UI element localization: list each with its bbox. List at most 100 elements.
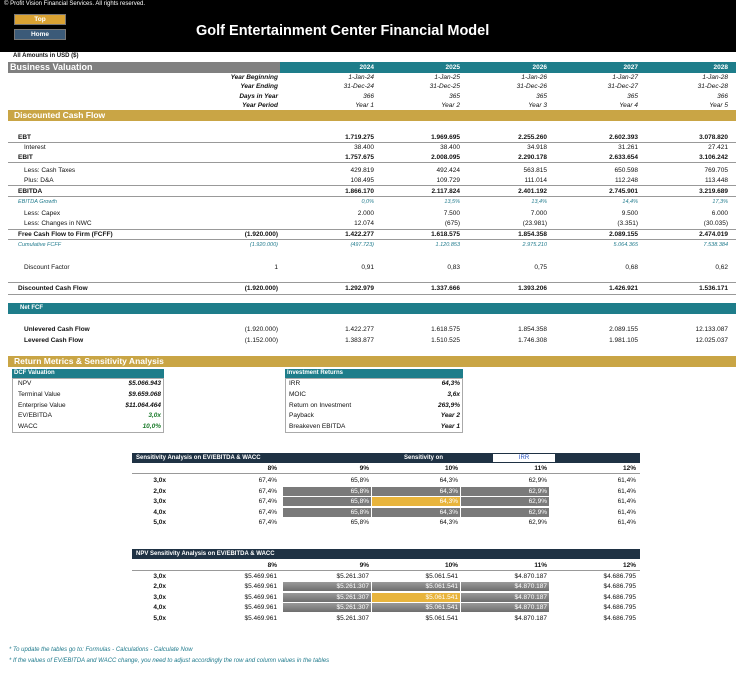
sensitivity-selector[interactable]: IRR (493, 454, 555, 462)
dcf-cell: 3.106.242 (699, 154, 728, 161)
dcf-initial-cell: (1.920.000) (249, 242, 278, 248)
dcf-cell: 0,91 (361, 264, 374, 271)
valuation-cell: 366 (717, 92, 728, 100)
net-fcf-row-label: Levered Cash Flow (24, 337, 84, 344)
divider-line (8, 196, 736, 197)
dcf-cell: 1.618.575 (431, 231, 460, 238)
sensitivity-row-header: 2,0x (153, 583, 166, 591)
sensitivity-col-header: 10% (444, 562, 458, 569)
dcf-cell: 0,75 (534, 264, 547, 271)
years-header-bar (280, 62, 736, 73)
dcf-cell: 1.969.695 (431, 134, 460, 141)
sensitivity-cell: $5.469.961 (244, 614, 277, 622)
dcf-cell: 769.705 (704, 167, 729, 174)
investment-metric-value: Year 1 (440, 423, 460, 431)
sensitivity-cell: $5.469.961 (244, 573, 277, 580)
valuation-row-label: Year Beginning (230, 74, 278, 81)
sensitivity-cell: 64,3% (372, 497, 460, 507)
sensitivity-cell: 64,3% (372, 486, 460, 496)
sensitivity-cell: $5.061.541 (425, 614, 458, 622)
dcf-initial-cell: (1.920.000) (244, 285, 278, 292)
sensitivity-cell: 65,8% (283, 497, 371, 507)
valuation-cell: 31-Dec-28 (697, 83, 728, 91)
valuation-cell: 31-Dec-26 (516, 83, 547, 91)
sensitivity-cell: $4.686.795 (603, 614, 636, 622)
dcf-cell: 2.401.192 (518, 188, 547, 195)
dcf-cell: 6.000 (711, 210, 728, 217)
dcf-cell: 2.290.178 (518, 154, 547, 161)
sensitivity-cell: 62,9% (461, 486, 549, 496)
currency-note: All Amounts in USD ($) (13, 53, 79, 59)
sensitivity-cell: $5.061.541 (372, 592, 460, 602)
top-button[interactable]: Top (14, 14, 66, 25)
dcf-cell: 7.538.384 (703, 242, 728, 248)
sensitivity-header-line (132, 473, 640, 474)
sensitivity-cell: 61,4% (617, 508, 636, 516)
sensitivity-cell: 62,9% (461, 497, 549, 507)
dcf-initial-cell: (1.920.000) (244, 231, 278, 238)
dcf-cell: 34.918 (527, 144, 547, 151)
sensitivity-on-label: Sensitivity on (404, 455, 444, 461)
valuation-row-label: Days in Year (239, 92, 278, 100)
dcf-cell: 109.729 (436, 177, 461, 184)
sensitivity-irr-header: Sensitivity Analysis on EV/EBITDA & WACC… (132, 453, 640, 463)
dcf-cell: 563.815 (523, 167, 548, 174)
valuation-cell: 31-Dec-27 (607, 83, 638, 91)
dcf-cell: 7.500 (443, 210, 460, 217)
divider-line (8, 294, 736, 295)
dcf-cell: 0,68 (625, 264, 638, 271)
sensitivity-row-header: 3,0x (153, 573, 166, 580)
net-fcf-cell: 1.618.575 (431, 326, 460, 333)
investment-metric-value: 263,9% (437, 401, 460, 409)
dcf-cell: 2.000 (357, 210, 374, 217)
dcf-section-header: Discounted Cash Flow (8, 110, 736, 121)
dcf-cell: 2.745.901 (609, 188, 638, 195)
dcf-cell: 17,3% (712, 199, 728, 205)
valuation-cell: 1-Jan-24 (348, 74, 374, 81)
sensitivity-cell: $4.870.187 (461, 582, 549, 592)
dcf-cell: 1.854.358 (518, 231, 547, 238)
footer-note-2: * If the values of EV/EBITDA and WACC ch… (9, 658, 330, 664)
divider-line (8, 185, 736, 186)
sensitivity-cell: 67,4% (258, 498, 277, 506)
dcf-cell: 3.219.689 (699, 188, 728, 195)
sensitivity-cell: 61,4% (617, 519, 636, 527)
valuation-cell: 365 (536, 92, 547, 100)
dcf-cell: 0,0% (361, 199, 374, 205)
valuation-cell: 365 (449, 92, 460, 100)
dcf-cell: 2.975.210 (522, 242, 547, 248)
dcf-cell: 1.426.921 (609, 285, 638, 292)
year-header: 2027 (623, 64, 638, 71)
valuation-cell: 365 (627, 92, 638, 100)
valuation-cell: 1-Jan-25 (434, 74, 460, 81)
dcf-cell: 429.819 (350, 167, 375, 174)
dcf-row-label: Less: Capex (24, 210, 61, 217)
net-fcf-initial-cell: (1.920.000) (244, 326, 278, 333)
home-button[interactable]: Home (14, 29, 66, 40)
sensitivity-cell: $5.469.961 (244, 583, 277, 591)
valuation-cell: Year 3 (528, 101, 547, 109)
dcf-cell: 2.089.155 (609, 231, 638, 238)
sensitivity-col-header: 8% (267, 562, 277, 569)
dcf-cell: 3.078.820 (699, 134, 728, 141)
dcf-metric-label: NPV (18, 380, 32, 387)
dcf-cell: 13,5% (444, 199, 460, 205)
investment-metric-label: Payback (289, 412, 314, 420)
dcf-cell: 2.255.260 (518, 134, 547, 141)
dcf-metric-label: Terminal Value (18, 390, 61, 398)
dcf-cell: 0,62 (715, 264, 728, 271)
dcf-row-label: Free Cash Flow to Firm (FCFF) (18, 231, 113, 238)
dcf-row-label: Discount Factor (24, 264, 70, 271)
dcf-cell: 111.014 (524, 177, 547, 184)
net-fcf-cell: 1.383.877 (345, 337, 374, 344)
valuation-row-label: Year Period (242, 101, 278, 109)
net-fcf-header: Net FCF (8, 303, 736, 314)
sensitivity-cell: $5.261.307 (336, 614, 369, 622)
dcf-metric-label: EV/EBITDA (18, 412, 52, 420)
sensitivity-cell: 65,8% (283, 486, 371, 496)
valuation-cell: 31-Dec-25 (429, 83, 460, 91)
net-fcf-cell: 1.422.277 (345, 326, 374, 333)
sensitivity-cell: $5.061.541 (372, 582, 460, 592)
valuation-cell: Year 5 (709, 101, 728, 109)
sensitivity-cell: $4.686.795 (603, 573, 636, 580)
